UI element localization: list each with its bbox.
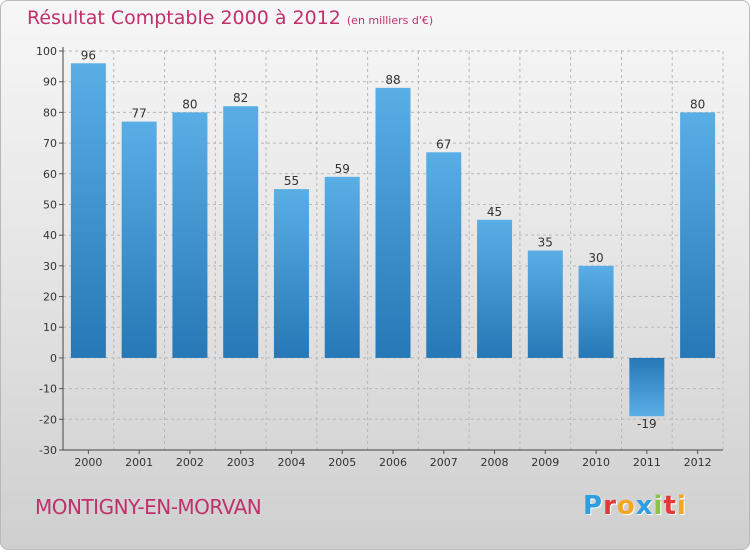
x-tick-label: 2011 bbox=[633, 456, 661, 469]
bar bbox=[121, 121, 157, 358]
y-tick-label: -20 bbox=[39, 413, 57, 426]
y-tick-label: -10 bbox=[39, 383, 57, 396]
bar-value-label: 80 bbox=[182, 97, 197, 111]
x-tick-label: 2002 bbox=[176, 456, 204, 469]
labels-layer: 96 77 80 82 55 59 88 67 45 35 30 -19 80 bbox=[81, 48, 706, 431]
commune-name: MONTIGNY-EN-MORVAN bbox=[35, 495, 262, 519]
bar-value-label: 30 bbox=[588, 251, 603, 265]
bar-value-label: 96 bbox=[81, 48, 96, 62]
bar bbox=[629, 357, 665, 417]
bar bbox=[273, 189, 309, 358]
bar-value-label: -19 bbox=[637, 417, 657, 431]
bar-value-label: 82 bbox=[233, 91, 248, 105]
x-tick-label: 2007 bbox=[430, 456, 458, 469]
x-tick-label: 2000 bbox=[74, 456, 102, 469]
x-tick-label: 2008 bbox=[481, 456, 509, 469]
bar bbox=[477, 219, 513, 358]
y-tick-label: 70 bbox=[43, 137, 57, 150]
bar-value-label: 88 bbox=[385, 73, 400, 87]
logo-letter: o bbox=[616, 491, 636, 521]
y-tick-label: 20 bbox=[43, 291, 57, 304]
bar bbox=[223, 106, 259, 358]
bar bbox=[426, 152, 462, 358]
proxiti-logo: Proxiti bbox=[583, 491, 687, 521]
bar bbox=[375, 87, 411, 358]
x-tick-label: 2005 bbox=[328, 456, 356, 469]
bar bbox=[70, 63, 106, 358]
chart-title: Résultat Comptable 2000 à 2012 (en millie… bbox=[27, 7, 433, 29]
x-tick-label: 2003 bbox=[227, 456, 255, 469]
y-tick-label: 0 bbox=[50, 352, 57, 365]
logo-letter: x bbox=[635, 491, 654, 521]
chart-title-text: Résultat Comptable 2000 à 2012 bbox=[27, 7, 341, 29]
logo-letter: i bbox=[676, 491, 687, 521]
y-tick-label: 40 bbox=[43, 229, 57, 242]
y-tick-label: 90 bbox=[43, 76, 57, 89]
bar-value-label: 35 bbox=[538, 236, 553, 250]
y-tick-label: 80 bbox=[43, 106, 57, 119]
bars-layer bbox=[70, 63, 716, 417]
x-tick-label: 2004 bbox=[277, 456, 305, 469]
y-tick-label: 100 bbox=[36, 45, 57, 58]
x-tick-label: 2012 bbox=[684, 456, 712, 469]
logo-letter: t bbox=[663, 491, 677, 521]
y-tick-label: 50 bbox=[43, 198, 57, 211]
x-tick-label: 2010 bbox=[582, 456, 610, 469]
y-tick-label: 60 bbox=[43, 168, 57, 181]
x-tick-label: 2001 bbox=[125, 456, 153, 469]
logo-letter: i bbox=[653, 491, 664, 521]
bar bbox=[578, 265, 614, 358]
bar bbox=[324, 176, 360, 358]
chart-subtitle: (en milliers d'€) bbox=[346, 14, 434, 27]
x-tick-label: 2009 bbox=[531, 456, 559, 469]
y-tick-label: -30 bbox=[39, 444, 57, 457]
bar-value-label: 80 bbox=[690, 97, 705, 111]
x-tick-label: 2006 bbox=[379, 456, 407, 469]
bar-value-label: 67 bbox=[436, 137, 451, 151]
bar bbox=[172, 112, 208, 358]
bar-value-label: 77 bbox=[132, 107, 147, 121]
y-tick-label: 10 bbox=[43, 321, 57, 334]
bar-value-label: 55 bbox=[284, 174, 299, 188]
logo-letter: r bbox=[603, 491, 617, 521]
bar-value-label: 45 bbox=[487, 205, 502, 219]
bar bbox=[680, 112, 716, 358]
bar bbox=[527, 250, 563, 358]
y-tick-label: 30 bbox=[43, 260, 57, 273]
logo-letter: P bbox=[583, 491, 604, 521]
bar-value-label: 59 bbox=[335, 162, 350, 176]
